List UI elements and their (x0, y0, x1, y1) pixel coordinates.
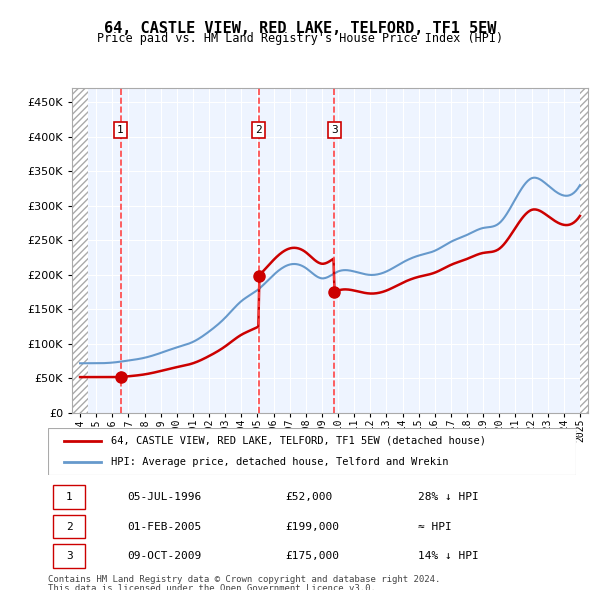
Text: This data is licensed under the Open Government Licence v3.0.: This data is licensed under the Open Gov… (48, 584, 376, 590)
FancyBboxPatch shape (53, 514, 85, 539)
Text: 2: 2 (256, 125, 262, 135)
Bar (580, 88, 588, 413)
FancyBboxPatch shape (53, 544, 85, 568)
Text: £175,000: £175,000 (286, 551, 340, 561)
Text: 3: 3 (66, 551, 73, 561)
Text: HPI: Average price, detached house, Telford and Wrekin: HPI: Average price, detached house, Telf… (112, 457, 449, 467)
Text: 14% ↓ HPI: 14% ↓ HPI (418, 551, 478, 561)
FancyBboxPatch shape (53, 486, 85, 509)
Text: 2: 2 (66, 522, 73, 532)
Text: 1: 1 (66, 492, 73, 502)
Text: £52,000: £52,000 (286, 492, 333, 502)
Text: Contains HM Land Registry data © Crown copyright and database right 2024.: Contains HM Land Registry data © Crown c… (48, 575, 440, 584)
Text: 01-FEB-2005: 01-FEB-2005 (127, 522, 202, 532)
Text: 28% ↓ HPI: 28% ↓ HPI (418, 492, 478, 502)
Text: 1: 1 (117, 125, 124, 135)
Text: Price paid vs. HM Land Registry's House Price Index (HPI): Price paid vs. HM Land Registry's House … (97, 32, 503, 45)
Text: £199,000: £199,000 (286, 522, 340, 532)
Text: 3: 3 (331, 125, 338, 135)
Text: 09-OCT-2009: 09-OCT-2009 (127, 551, 202, 561)
Bar (72, 88, 88, 413)
Text: 05-JUL-1996: 05-JUL-1996 (127, 492, 202, 502)
Text: ≈ HPI: ≈ HPI (418, 522, 451, 532)
Text: 64, CASTLE VIEW, RED LAKE, TELFORD, TF1 5EW (detached house): 64, CASTLE VIEW, RED LAKE, TELFORD, TF1 … (112, 436, 487, 446)
FancyBboxPatch shape (48, 428, 576, 475)
Text: 64, CASTLE VIEW, RED LAKE, TELFORD, TF1 5EW: 64, CASTLE VIEW, RED LAKE, TELFORD, TF1 … (104, 21, 496, 35)
